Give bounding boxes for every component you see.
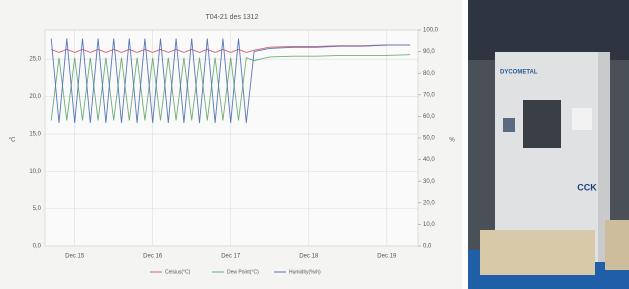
x-tick-label: Dec 19 [377,254,397,260]
y-tick-label: 15,0 [29,131,41,137]
x-tick-label: Dec 18 [299,254,319,260]
page: T04-21 des 1312 °C % DYCOMETAL CCK 0,0 5,… [0,0,629,289]
y-tick-label: 10,0 [29,169,41,175]
y2-tick-label: 90,0 [423,49,435,55]
chart-title: T04-21 des 1312 [206,14,259,21]
y2-tick-label: 100,0 [423,28,439,34]
y2-tick-label: 60,0 [423,114,435,120]
y2-tick-label: 10,0 [423,222,435,228]
y2-tick-label: 40,0 [423,157,435,163]
legend-label: Celsius(°C) [165,269,191,275]
legend-label: Dew Point(°C) [227,269,259,275]
y-tick-label: 0,0 [33,244,42,250]
box [605,220,629,270]
y2-tick-label: 80,0 [423,71,435,77]
photo: DYCOMETAL CCK [468,0,629,289]
y-tick-label: 5,0 [33,206,42,212]
bench [480,230,595,275]
y-axis-label: °C [9,138,16,144]
y2-tick-label: 70,0 [423,92,435,98]
label-sheet [572,108,592,130]
window [523,100,561,148]
legend-label: Humidity(%rh) [289,269,321,275]
x-tick-label: Dec 16 [143,254,163,260]
y2-tick-label: 30,0 [423,179,435,185]
control-panel [503,118,515,132]
y-tick-label: 25,0 [29,57,41,63]
y2-tick-label: 20,0 [423,200,435,206]
x-tick-label: Dec 15 [65,254,85,260]
y2-tick-label: 0,0 [423,244,432,250]
logo: CCK [577,182,597,192]
brand: DYCOMETAL [500,70,538,76]
ceiling [468,0,629,60]
x-tick-label: Dec 17 [221,254,241,260]
y-tick-label: 20,0 [29,94,41,100]
y2-tick-label: 50,0 [423,136,435,142]
y2-axis-label: % [449,138,455,144]
